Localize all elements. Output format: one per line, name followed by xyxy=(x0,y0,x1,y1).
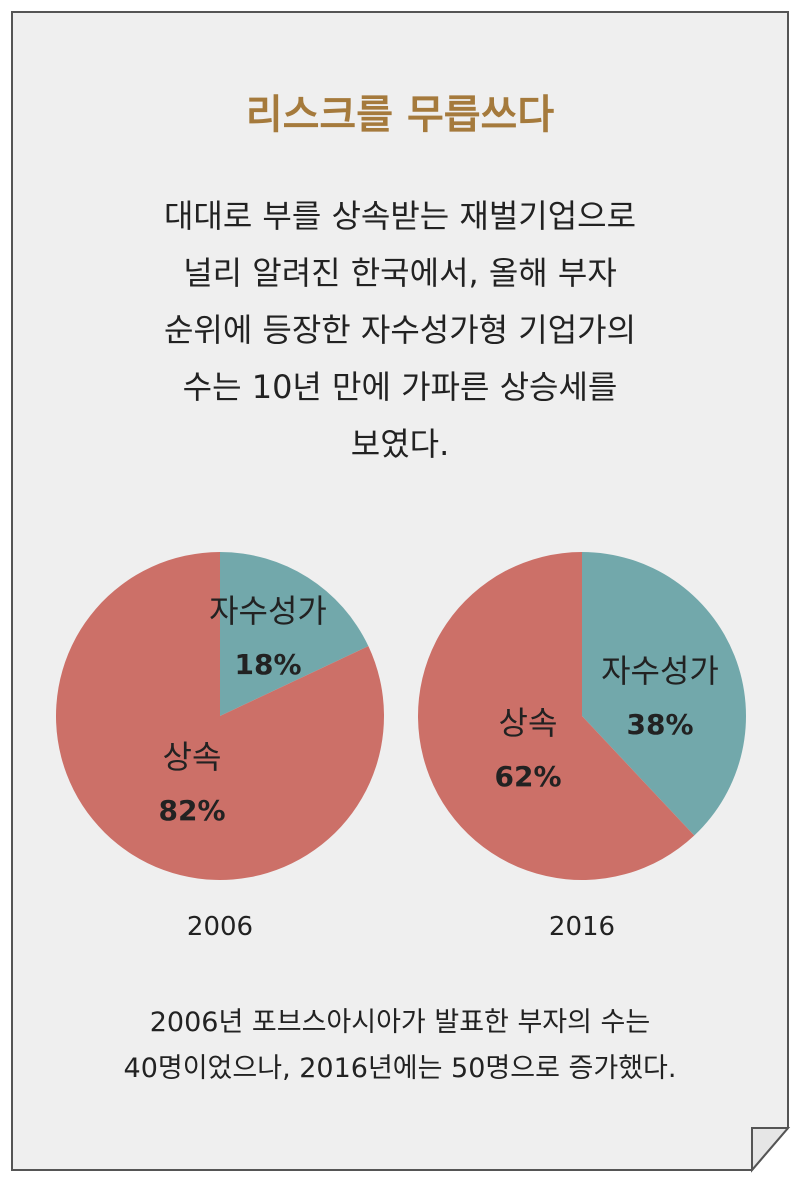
page-curl-icon xyxy=(751,1127,791,1173)
page-title: 리스크를 무릅쓰다 xyxy=(245,92,555,138)
footer-text: 2006년 포브스아시아가 발표한 부자의 수는 40명이었으나, 2016년에… xyxy=(0,1000,800,1092)
intro-line: 대대로 부를 상속받는 재벌기업으로 xyxy=(163,197,637,235)
footer-line: 2006년 포브스아시아가 발표한 부자의 수는 xyxy=(149,1007,651,1038)
slice-label: 상속 xyxy=(499,704,558,742)
pie-slice-2006-self-made xyxy=(220,552,369,716)
slice-value-label: 38% xyxy=(626,708,693,741)
pie-slice-2016-inherited xyxy=(417,552,695,880)
slice-label: 자수성가 xyxy=(601,652,719,690)
slice-value-label: 82% xyxy=(158,794,225,827)
footer-line: 40명이었으나, 2016년에는 50명으로 증가했다. xyxy=(123,1053,677,1084)
slice-label: 상속 xyxy=(163,738,222,776)
slice-value-label: 62% xyxy=(494,760,561,793)
slice-value-label: 18% xyxy=(234,648,301,681)
intro-line: 순위에 등장한 자수성가형 기업가의 xyxy=(163,311,637,349)
pie-slice-2016-self-made xyxy=(582,552,746,836)
pie-slice-2006-inherited xyxy=(56,551,384,880)
intro-line: 보였다. xyxy=(350,425,450,463)
slice-label: 자수성가 xyxy=(209,592,327,630)
intro-text: 대대로 부를 상속받는 재벌기업으로 널리 알려진 한국에서, 올해 부자 순위… xyxy=(0,188,800,473)
pie-year-label: 2016 xyxy=(549,912,615,942)
intro-line: 수는 10년 만에 가파른 상승세를 xyxy=(182,368,618,406)
intro-line: 널리 알려진 한국에서, 올해 부자 xyxy=(183,254,617,292)
pie-year-label: 2006 xyxy=(187,912,253,942)
